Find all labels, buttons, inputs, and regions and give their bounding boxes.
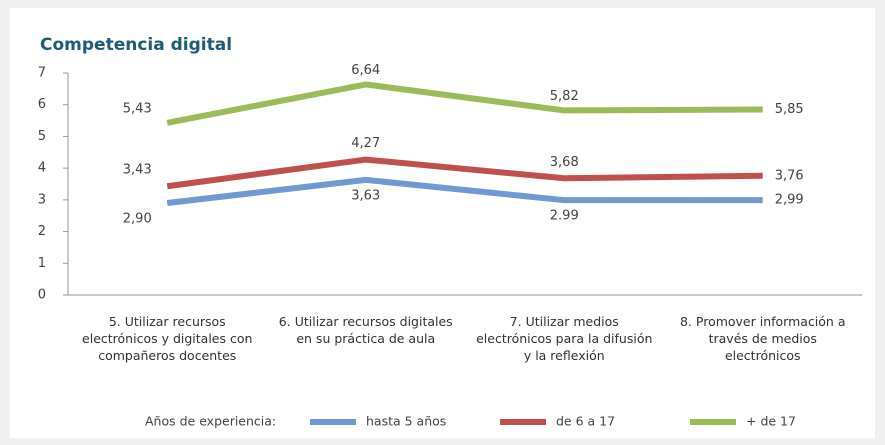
x-tick-label: 5. Utilizar recursos electrónicos y digi…: [82, 314, 253, 363]
y-tick-label: 7: [38, 66, 46, 81]
data-label: 2.99: [550, 209, 579, 224]
y-tick-label: 1: [38, 256, 46, 271]
legend-label: de 6 a 17: [556, 414, 615, 429]
data-label: 5,82: [550, 89, 579, 104]
data-label: 6,64: [351, 63, 380, 78]
y-tick-label: 0: [38, 288, 46, 303]
legend-title: Años de experiencia:: [145, 414, 276, 429]
data-label: 5,85: [775, 102, 804, 117]
series-line: [166, 156, 763, 190]
legend-label: + de 17: [746, 414, 796, 429]
y-tick-label: 6: [38, 97, 46, 112]
data-label: 3,43: [123, 163, 152, 178]
chart-title: Competencia digital: [40, 35, 232, 55]
y-tick-label: 2: [38, 224, 46, 239]
x-tick-label: 8. Promover información a través de medi…: [679, 314, 846, 363]
data-label: 3,76: [775, 168, 804, 183]
data-label: 4,27: [351, 136, 380, 151]
data-label: 2,99: [775, 193, 804, 208]
legend-label: hasta 5 años: [366, 414, 446, 429]
x-tick-label: 7. Utilizar medios electrónicos para la …: [476, 314, 653, 363]
data-label: 5,43: [123, 101, 152, 116]
data-label: 3,68: [550, 155, 579, 170]
y-tick-label: 5: [38, 129, 46, 144]
y-tick-label: 4: [38, 161, 46, 176]
y-tick-label: 3: [38, 192, 46, 207]
data-label: 3,63: [351, 188, 380, 203]
chart-panel: [10, 8, 875, 438]
data-label: 2,90: [123, 212, 152, 227]
series-line: [166, 81, 763, 126]
x-tick-label: 6. Utilizar recursos digitales en su prá…: [278, 314, 453, 346]
series-line: [166, 176, 763, 207]
